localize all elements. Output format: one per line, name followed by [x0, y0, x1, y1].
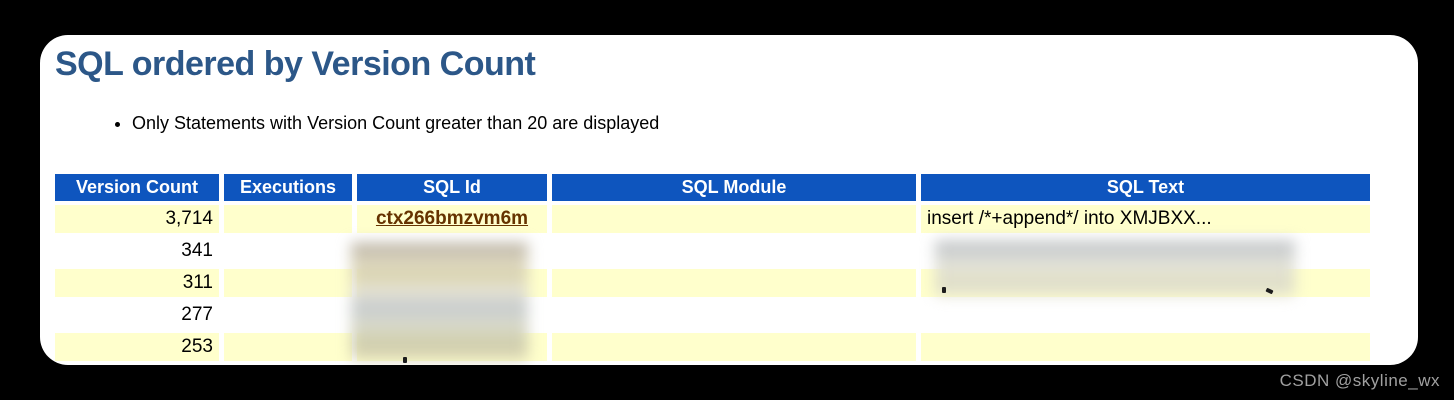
- cell-sql-id: [357, 333, 547, 361]
- cell-sql-module: [552, 301, 916, 329]
- cell-sql-text: [921, 269, 1370, 297]
- sql-id-link[interactable]: ctx266bmzvm6m: [375, 208, 529, 229]
- cell-sql-module: [552, 205, 916, 233]
- cell-sql-id: ctx266bmzvm6m: [357, 205, 547, 233]
- col-header-executions: Executions: [224, 174, 352, 201]
- cell-version-count: 341: [55, 237, 219, 265]
- note-item: Only Statements with Version Count great…: [132, 111, 659, 135]
- watermark: CSDN @skyline_wx: [1279, 371, 1440, 390]
- cell-sql-id: [357, 301, 547, 329]
- page-title: SQL ordered by Version Count: [55, 45, 536, 83]
- cell-executions: [224, 301, 352, 329]
- col-header-sql-text: SQL Text: [921, 174, 1370, 201]
- cell-sql-text: [921, 301, 1370, 329]
- cell-sql-id: [357, 237, 547, 265]
- sql-version-count-table: Version Count Executions SQL Id SQL Modu…: [50, 170, 1375, 365]
- cell-version-count: 277: [55, 301, 219, 329]
- cell-version-count: 253: [55, 333, 219, 361]
- cell-sql-text: [921, 333, 1370, 361]
- table-row: 3,714 ctx266bmzvm6m insert /*+append*/ i…: [55, 205, 1370, 233]
- cell-executions: [224, 269, 352, 297]
- notes-list: Only Statements with Version Count great…: [110, 111, 659, 135]
- cell-executions: [224, 333, 352, 361]
- cell-sql-module: [552, 269, 916, 297]
- redaction-artifact: [403, 357, 407, 363]
- cell-executions: [224, 237, 352, 265]
- cell-sql-id: [357, 269, 547, 297]
- cell-version-count: 311: [55, 269, 219, 297]
- table-row: 341: [55, 237, 1370, 265]
- col-header-sql-module: SQL Module: [552, 174, 916, 201]
- cell-version-count: 3,714: [55, 205, 219, 233]
- col-header-version-count: Version Count: [55, 174, 219, 201]
- table-header-row: Version Count Executions SQL Id SQL Modu…: [55, 174, 1370, 201]
- col-header-sql-id: SQL Id: [357, 174, 547, 201]
- report-card: SQL ordered by Version Count Only Statem…: [40, 35, 1418, 365]
- table-row: 277: [55, 301, 1370, 329]
- cell-sql-module: [552, 237, 916, 265]
- cell-executions: [224, 205, 352, 233]
- cell-sql-text: [921, 237, 1370, 265]
- redaction-artifact: [942, 287, 946, 293]
- cell-sql-text: insert /*+append*/ into XMJBXX...: [921, 205, 1370, 233]
- cell-sql-module: [552, 333, 916, 361]
- table-row: 311: [55, 269, 1370, 297]
- table-row: 253: [55, 333, 1370, 361]
